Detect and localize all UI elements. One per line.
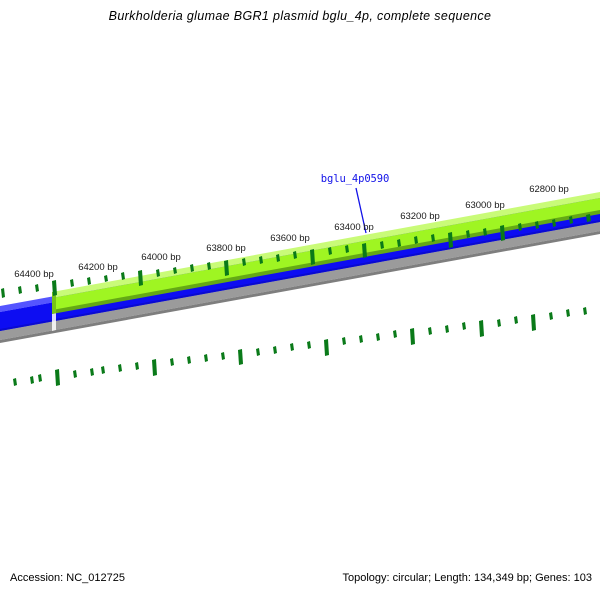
gene-tick[interactable] — [345, 245, 349, 253]
gene-tick[interactable] — [190, 264, 194, 272]
gene-tick[interactable] — [224, 260, 229, 276]
gene-tick[interactable] — [70, 279, 74, 287]
gene-tick[interactable] — [290, 343, 294, 351]
gene-tick[interactable] — [87, 277, 91, 285]
gene-tick[interactable] — [448, 232, 453, 248]
gene-tick[interactable] — [221, 352, 225, 360]
gene-tick[interactable] — [13, 378, 17, 386]
gene-tick[interactable] — [535, 221, 539, 229]
gene-tick[interactable] — [204, 354, 208, 362]
gene-label-bglu-4p0590[interactable]: bglu_4p0590 — [320, 173, 390, 185]
gene-tick[interactable] — [242, 258, 246, 266]
gene-tick[interactable] — [156, 269, 160, 277]
gene-tick[interactable] — [497, 319, 501, 327]
gene-tick[interactable] — [104, 275, 108, 282]
gene-tick[interactable] — [462, 322, 466, 330]
gene-tick[interactable] — [18, 286, 22, 294]
genome-map-svg[interactable] — [0, 0, 600, 565]
gene-tick[interactable] — [479, 320, 484, 337]
gene-tick[interactable] — [259, 256, 263, 264]
gene-tick[interactable] — [531, 314, 536, 331]
genome-map-canvas[interactable] — [0, 0, 600, 565]
feature-band-body[interactable] — [52, 198, 600, 312]
gene-tick[interactable] — [101, 366, 105, 374]
feature-band-start-cap — [52, 291, 56, 314]
feature-band-border — [52, 210, 600, 314]
coordinate-label: 64400 bp — [14, 269, 54, 280]
gene-tick[interactable] — [514, 316, 518, 324]
gene-tick[interactable] — [73, 370, 77, 378]
reverse-feature-ticks[interactable] — [13, 307, 587, 386]
gene-tick[interactable] — [393, 330, 397, 338]
gene-tick[interactable] — [170, 358, 174, 366]
gene-tick[interactable] — [152, 359, 157, 376]
gene-tick[interactable] — [376, 333, 380, 341]
coordinate-label: 63000 bp — [465, 200, 505, 211]
coordinate-label: 63200 bp — [400, 211, 440, 222]
coordinate-label: 63800 bp — [206, 243, 246, 254]
gene-tick[interactable] — [431, 234, 435, 242]
gene-tick[interactable] — [324, 339, 329, 356]
backbone-shadow — [0, 231, 600, 343]
gene-tick[interactable] — [569, 216, 573, 224]
gene-tick[interactable] — [1, 288, 5, 298]
gene-tick[interactable] — [35, 284, 39, 292]
gene-tick[interactable] — [483, 228, 487, 236]
coordinate-label: 64200 bp — [78, 262, 118, 273]
gene-tick[interactable] — [118, 364, 122, 372]
gene-tick[interactable] — [90, 368, 94, 376]
status-bar: Accession: NC_012725 Topology: circular;… — [0, 572, 600, 594]
gene-tick[interactable] — [238, 349, 243, 365]
coordinate-label: 64000 bp — [141, 252, 181, 263]
gene-tick[interactable] — [552, 219, 556, 227]
coordinate-label: 63600 bp — [270, 233, 310, 244]
gene-tick[interactable] — [414, 236, 418, 244]
gene-tick[interactable] — [121, 272, 125, 280]
gene-tick[interactable] — [276, 254, 280, 262]
gene-tick[interactable] — [518, 223, 522, 231]
gene-tick[interactable] — [30, 376, 34, 384]
gene-tick[interactable] — [55, 369, 60, 386]
backbone-body[interactable] — [0, 222, 600, 340]
gene-tick[interactable] — [549, 312, 553, 320]
gene-tick[interactable] — [207, 262, 211, 270]
forward-feature-ticks[interactable] — [1, 214, 591, 298]
page-title: Burkholderia glumae BGR1 plasmid bglu_4p… — [108, 9, 492, 23]
gene-label-leader-line — [355, 187, 367, 234]
coordinate-label: 62800 bp — [529, 184, 569, 195]
gene-tick[interactable] — [397, 239, 401, 247]
gene-tick[interactable] — [428, 327, 432, 335]
gene-tick[interactable] — [566, 309, 570, 317]
gene-tick[interactable] — [310, 249, 315, 265]
coordinate-label: 63400 bp — [334, 222, 374, 233]
gene-tick[interactable] — [410, 328, 415, 345]
gene-tick[interactable] — [342, 337, 346, 345]
gene-tick[interactable] — [362, 243, 367, 258]
gene-tick[interactable] — [359, 335, 363, 343]
gene-tick[interactable] — [293, 251, 297, 259]
gene-tick[interactable] — [380, 241, 384, 249]
gene-tick[interactable] — [586, 214, 591, 222]
gene-tick[interactable] — [307, 341, 311, 349]
gene-tick[interactable] — [583, 307, 587, 315]
gene-tick[interactable] — [52, 280, 57, 296]
gene-tick[interactable] — [138, 270, 143, 286]
gene-tick[interactable] — [173, 267, 177, 274]
gene-tick[interactable] — [500, 225, 505, 241]
accession-label: Accession: NC_012725 — [10, 572, 125, 584]
gene-tick[interactable] — [328, 247, 332, 255]
feature-band-highlight — [52, 192, 600, 298]
gene-tick[interactable] — [273, 346, 277, 354]
gene-tick[interactable] — [38, 374, 42, 382]
gene-tick[interactable] — [187, 356, 191, 364]
feature-band-track[interactable] — [52, 192, 600, 314]
gene-tick[interactable] — [445, 325, 449, 333]
gene-tick[interactable] — [135, 362, 139, 370]
gene-tick[interactable] — [466, 230, 470, 238]
sequence-info-label: Topology: circular; Length: 134,349 bp; … — [342, 572, 592, 584]
gene-tick[interactable] — [256, 348, 260, 356]
